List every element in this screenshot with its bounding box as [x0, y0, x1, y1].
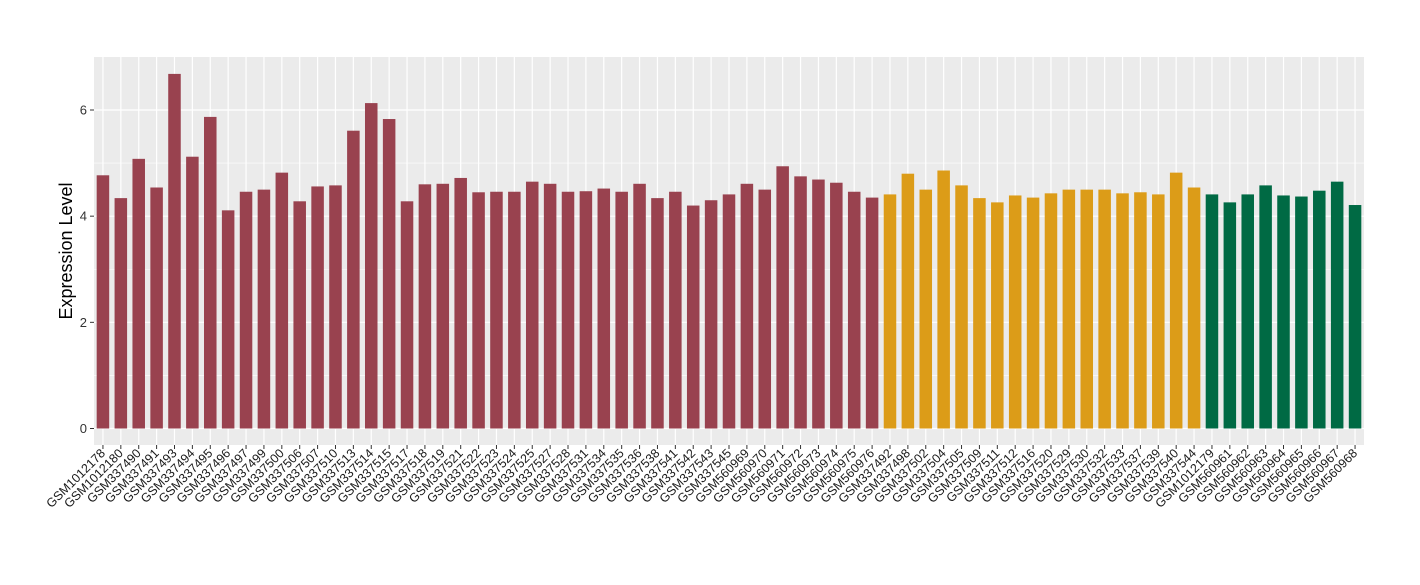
y-axis: 0 2 4 6 — [80, 103, 94, 436]
bar-gsm560972 — [794, 176, 807, 429]
bar-gsm337523 — [490, 191, 503, 429]
bar-gsm560976 — [865, 197, 879, 429]
bar-gsm337543 — [704, 200, 718, 429]
bar-gsm337516 — [1026, 197, 1040, 429]
bar-gsm337506 — [293, 201, 306, 429]
bar-gsm560965 — [1295, 196, 1308, 429]
bar-gsm337544 — [1187, 187, 1201, 429]
bar-gsm337541 — [669, 191, 682, 429]
bar-gsm337529 — [1062, 189, 1076, 429]
bar-gsm337509 — [973, 198, 986, 429]
bar-gsm337514 — [364, 103, 378, 429]
bar-gsm337527 — [543, 183, 557, 429]
bar-gsm337525 — [525, 181, 539, 429]
bar-gsm337490 — [132, 158, 145, 429]
bar-gsm337497 — [239, 191, 253, 429]
y-tick-label: 6 — [80, 103, 87, 118]
bar-gsm337521 — [454, 177, 467, 429]
bar-gsm337504 — [937, 170, 950, 429]
bar-gsm337532 — [1098, 189, 1111, 429]
bar-gsm1012180 — [114, 198, 128, 429]
bar-gsm337491 — [150, 187, 163, 429]
bar-gsm337542 — [686, 205, 700, 429]
y-tick-label: 2 — [80, 315, 87, 330]
bar-gsm337492 — [883, 194, 897, 429]
bar-gsm560963 — [1259, 185, 1272, 429]
bar-gsm560967 — [1330, 181, 1344, 429]
bar-gsm337510 — [329, 185, 342, 429]
bar-gsm337496 — [221, 210, 235, 429]
bar-gsm560974 — [830, 182, 843, 429]
bar-gsm337493 — [168, 73, 181, 429]
bar-gsm337530 — [1080, 189, 1094, 429]
bar-gsm337505 — [955, 185, 968, 429]
bar-gsm337540 — [1169, 172, 1183, 429]
x-axis: GSM1012178GSM1012180GSM337490GSM337491GS… — [44, 445, 1360, 511]
bar-gsm560970 — [758, 189, 772, 429]
bar-gsm560968 — [1348, 205, 1362, 429]
bar-gsm337522 — [472, 192, 485, 429]
bar-gsm337534 — [597, 188, 611, 429]
bar-gsm560962 — [1241, 194, 1254, 429]
bar-gsm337539 — [1152, 194, 1165, 429]
bar-gsm337531 — [579, 191, 593, 429]
bar-gsm337536 — [633, 183, 646, 429]
bar-gsm337500 — [275, 172, 289, 429]
bar-gsm337524 — [508, 191, 521, 429]
bar-gsm337519 — [436, 183, 450, 429]
bar-gsm337498 — [901, 173, 915, 429]
bar-gsm560964 — [1277, 195, 1290, 429]
bar-gsm337517 — [400, 201, 414, 429]
bar-gsm337513 — [347, 130, 360, 429]
bar-gsm337515 — [382, 119, 396, 429]
bar-gsm337494 — [186, 156, 199, 429]
bar-gsm560971 — [776, 166, 789, 429]
y-tick-label: 4 — [80, 209, 87, 224]
bar-gsm1012179 — [1205, 194, 1219, 429]
bar-gsm337518 — [418, 184, 432, 429]
bar-layer — [96, 73, 1362, 429]
bar-gsm560966 — [1313, 190, 1326, 429]
bar-gsm337528 — [561, 191, 575, 429]
bar-gsm560973 — [812, 179, 825, 429]
bar-gsm337533 — [1116, 193, 1129, 429]
y-tick-label: 0 — [80, 421, 87, 436]
bar-gsm337495 — [204, 116, 217, 429]
bar-gsm337499 — [257, 189, 271, 429]
bar-gsm337507 — [311, 186, 324, 429]
y-axis-label: Expression Level — [56, 182, 76, 319]
bar-gsm337512 — [1008, 195, 1022, 429]
bar-gsm337511 — [991, 202, 1004, 429]
bar-gsm337537 — [1134, 192, 1147, 429]
bar-gsm337535 — [615, 191, 628, 429]
bar-gsm337545 — [722, 194, 736, 429]
bar-gsm337502 — [919, 189, 933, 429]
bar-gsm337538 — [651, 198, 664, 429]
bar-gsm337520 — [1044, 193, 1058, 429]
bar-gsm560969 — [740, 183, 754, 429]
bar-gsm1012178 — [96, 175, 110, 429]
bar-gsm560961 — [1223, 202, 1237, 429]
bar-gsm560975 — [847, 191, 861, 429]
